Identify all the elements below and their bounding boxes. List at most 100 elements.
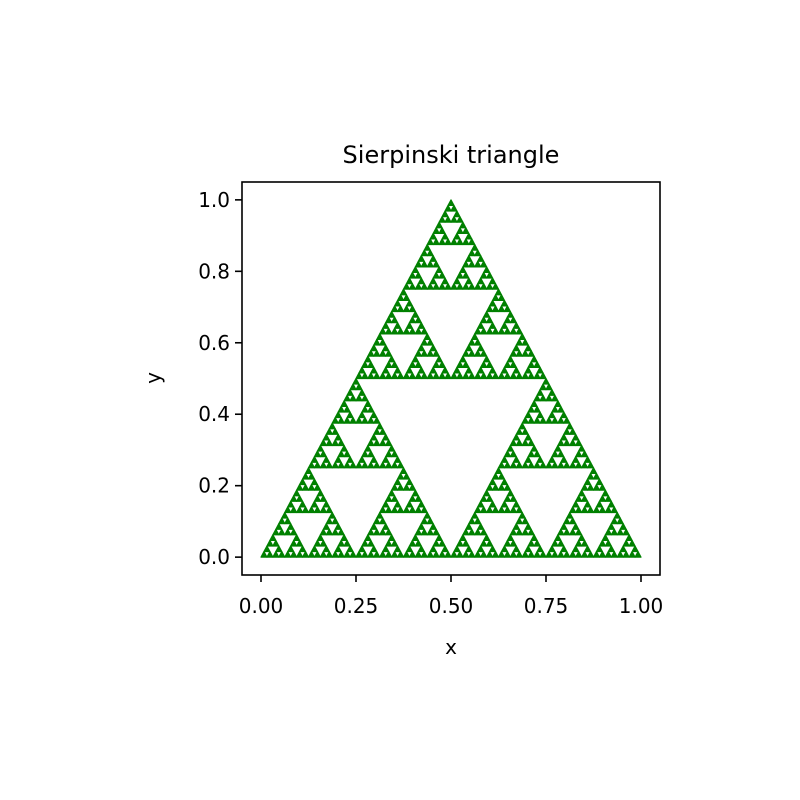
- sierpinski-triangle-mark: [361, 416, 369, 424]
- sierpinski-triangle-mark: [503, 305, 511, 313]
- sierpinski-triangle-mark: [388, 444, 396, 452]
- sierpinski-triangle-mark: [408, 316, 416, 324]
- sierpinski-triangle-mark: [506, 355, 514, 363]
- sierpinski-triangle-mark: [429, 232, 437, 240]
- sierpinski-triangle-mark: [376, 511, 384, 519]
- sierpinski-triangle-mark: [391, 361, 399, 368]
- sierpinski-triangle-mark: [595, 545, 604, 553]
- sierpinski-triangle-mark: [393, 366, 402, 374]
- sierpinski-triangle-mark: [293, 489, 301, 497]
- sierpinski-triangle-mark: [462, 528, 470, 536]
- sierpinski-triangle-mark: [551, 550, 559, 558]
- sierpinski-triangle-mark: [331, 428, 339, 435]
- sierpinski-triangle-mark: [477, 344, 485, 352]
- sierpinski-triangle-mark: [349, 383, 357, 391]
- sierpinski-triangle-mark: [560, 545, 568, 553]
- sierpinski-triangle-mark: [414, 495, 422, 502]
- sierpinski-triangle-mark: [560, 523, 568, 530]
- sierpinski-triangle-mark: [290, 495, 298, 502]
- sierpinski-triangle-mark: [373, 439, 381, 447]
- sierpinski-triangle-mark: [465, 255, 473, 262]
- sierpinski-triangle-mark: [426, 238, 434, 246]
- sierpinski-triangle-mark: [459, 266, 467, 274]
- sierpinski-triangle-mark: [373, 338, 381, 346]
- sierpinski-triangle-mark: [287, 500, 295, 508]
- sierpinski-triangle-mark: [337, 450, 345, 458]
- sierpinski-triangle-mark: [483, 355, 491, 363]
- sierpinski-triangle-mark: [310, 456, 319, 463]
- sierpinski-triangle-mark: [500, 366, 509, 374]
- sierpinski-triangle-mark: [290, 550, 298, 558]
- sierpinski-triangle-mark: [474, 506, 482, 514]
- sierpinski-triangle-mark: [560, 433, 568, 441]
- sierpinski-triangle-mark: [527, 550, 535, 558]
- sierpinski-triangle-mark: [488, 545, 497, 553]
- sierpinski-triangle-mark: [518, 511, 526, 519]
- x-axis-label: x: [445, 635, 457, 659]
- sierpinski-triangle-mark: [396, 506, 405, 514]
- sierpinski-triangle-mark: [391, 550, 399, 558]
- sierpinski-triangle-mark: [405, 366, 414, 374]
- sierpinski-triangle-mark: [462, 227, 470, 234]
- sierpinski-triangle-mark: [408, 361, 416, 368]
- sierpinski-triangle-mark: [551, 539, 559, 547]
- sierpinski-triangle-mark: [581, 483, 589, 491]
- sierpinski-triangle-mark: [278, 550, 286, 558]
- sierpinski-triangle-mark: [509, 450, 517, 458]
- sierpinski-triangle-mark: [355, 372, 363, 380]
- sierpinski-triangle-mark: [474, 372, 482, 380]
- sierpinski-triangle-mark: [391, 483, 399, 491]
- sierpinski-triangle-mark: [396, 294, 405, 301]
- sierpinski-triangle-mark: [598, 539, 606, 547]
- sierpinski-triangle-mark: [411, 489, 419, 497]
- sierpinski-triangle-mark: [319, 450, 327, 458]
- sierpinski-triangle-mark: [331, 439, 339, 447]
- sierpinski-triangle-mark: [290, 528, 298, 536]
- sierpinski-triangle-mark: [569, 550, 577, 558]
- sierpinski-triangle-mark: [284, 506, 292, 514]
- sierpinski-triangle-mark: [382, 545, 390, 553]
- sierpinski-triangle-mark: [521, 349, 529, 357]
- sierpinski-triangle-mark: [483, 489, 491, 497]
- sierpinski-triangle-mark: [515, 372, 523, 380]
- x-tick-label: 0.25: [334, 594, 379, 618]
- sierpinski-triangle-mark: [358, 411, 366, 419]
- sierpinski-triangle-mark: [417, 277, 425, 285]
- sierpinski-triangle-mark: [429, 366, 437, 374]
- sierpinski-triangle-mark: [456, 550, 464, 558]
- sierpinski-triangle-mark: [361, 372, 369, 380]
- sierpinski-triangle-mark: [370, 456, 378, 463]
- sierpinski-triangle-mark: [486, 271, 494, 279]
- sierpinski-triangle-mark: [456, 271, 464, 279]
- sierpinski-triangle-mark: [586, 483, 595, 491]
- sierpinski-triangle-mark: [563, 439, 571, 447]
- sierpinski-triangle-mark: [405, 299, 414, 307]
- sierpinski-triangle-mark: [411, 266, 419, 274]
- sierpinski-triangle-mark: [486, 483, 494, 491]
- sierpinski-triangle-mark: [355, 416, 363, 424]
- sierpinski-triangle-mark: [465, 366, 473, 374]
- sierpinski-triangle-mark: [480, 271, 488, 279]
- sierpinski-triangle-mark: [391, 305, 399, 313]
- sierpinski-triangle-mark: [453, 232, 461, 240]
- sierpinski-triangle-mark: [370, 411, 378, 419]
- sierpinski-triangle-mark: [266, 550, 274, 558]
- sierpinski-triangle-mark: [557, 528, 565, 536]
- sierpinski-triangle-mark: [432, 361, 440, 368]
- sierpinski-triangle-mark: [557, 439, 565, 447]
- sierpinski-triangle-mark: [331, 550, 339, 558]
- sierpinski-triangle-mark: [405, 545, 414, 553]
- sierpinski-triangle-mark: [592, 506, 601, 514]
- sierpinski-triangle-mark: [352, 377, 360, 385]
- sierpinski-triangle-mark: [307, 483, 316, 491]
- sierpinski-triangle-mark: [385, 461, 393, 469]
- sierpinski-triangle-mark: [533, 416, 541, 424]
- sierpinski-triangle-mark: [462, 238, 470, 246]
- sierpinski-triangle-mark: [334, 456, 342, 463]
- sierpinski-triangle-mark: [293, 534, 301, 541]
- sierpinski-triangle-mark: [441, 232, 449, 240]
- sierpinski-triangle-mark: [304, 467, 313, 474]
- sierpinski-triangle-mark: [575, 506, 583, 514]
- sierpinski-triangle-mark: [316, 444, 324, 452]
